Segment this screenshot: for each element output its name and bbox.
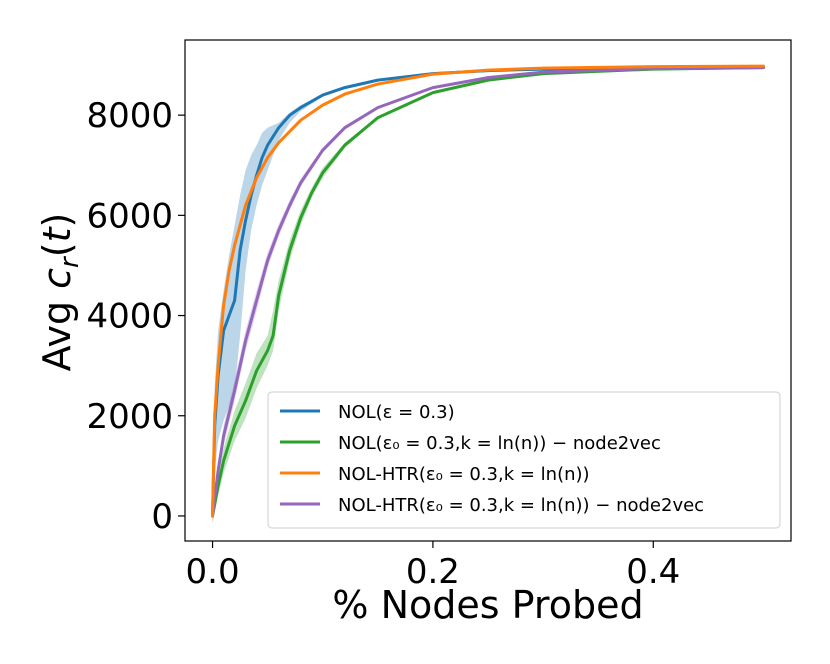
y-tick-label: 8000 — [86, 96, 173, 136]
y-axis-label: Avg cr(t) — [35, 213, 85, 372]
series-lines — [211, 64, 765, 518]
line-series-4 — [211, 66, 765, 518]
y-tick-label: 6000 — [86, 196, 173, 236]
legend-label: NOL(ε₀ = 0.3,k = ln(n)) − node2vec — [338, 433, 661, 454]
plot-frame — [184, 39, 792, 542]
line-series-2 — [211, 66, 765, 518]
y-tick-label: 0 — [151, 497, 173, 537]
legend-label: NOL(ε = 0.3) — [338, 402, 455, 423]
x-tick-label: 0.2 — [406, 552, 460, 592]
y-tick-label: 4000 — [86, 297, 173, 337]
x-axis-label: % Nodes Probed — [332, 583, 643, 627]
legend-box — [267, 391, 781, 529]
legend: NOL(ε = 0.3) NOL(ε₀ = 0.3,k = ln(n)) − no… — [267, 391, 781, 529]
legend-label: NOL-HTR(ε₀ = 0.3,k = ln(n)) — [338, 464, 590, 485]
y-tick-label: 2000 — [86, 397, 173, 437]
y-axis: 0 2000 4000 6000 8000 — [86, 96, 185, 537]
x-tick-label: 0.0 — [186, 552, 240, 592]
line-series-3 — [211, 64, 765, 518]
x-axis: 0.0 0.2 0.4 — [186, 541, 680, 592]
legend-label: NOL-HTR(ε₀ = 0.3,k = ln(n)) − node2vec — [338, 495, 704, 516]
x-tick-label: 0.4 — [626, 552, 680, 592]
